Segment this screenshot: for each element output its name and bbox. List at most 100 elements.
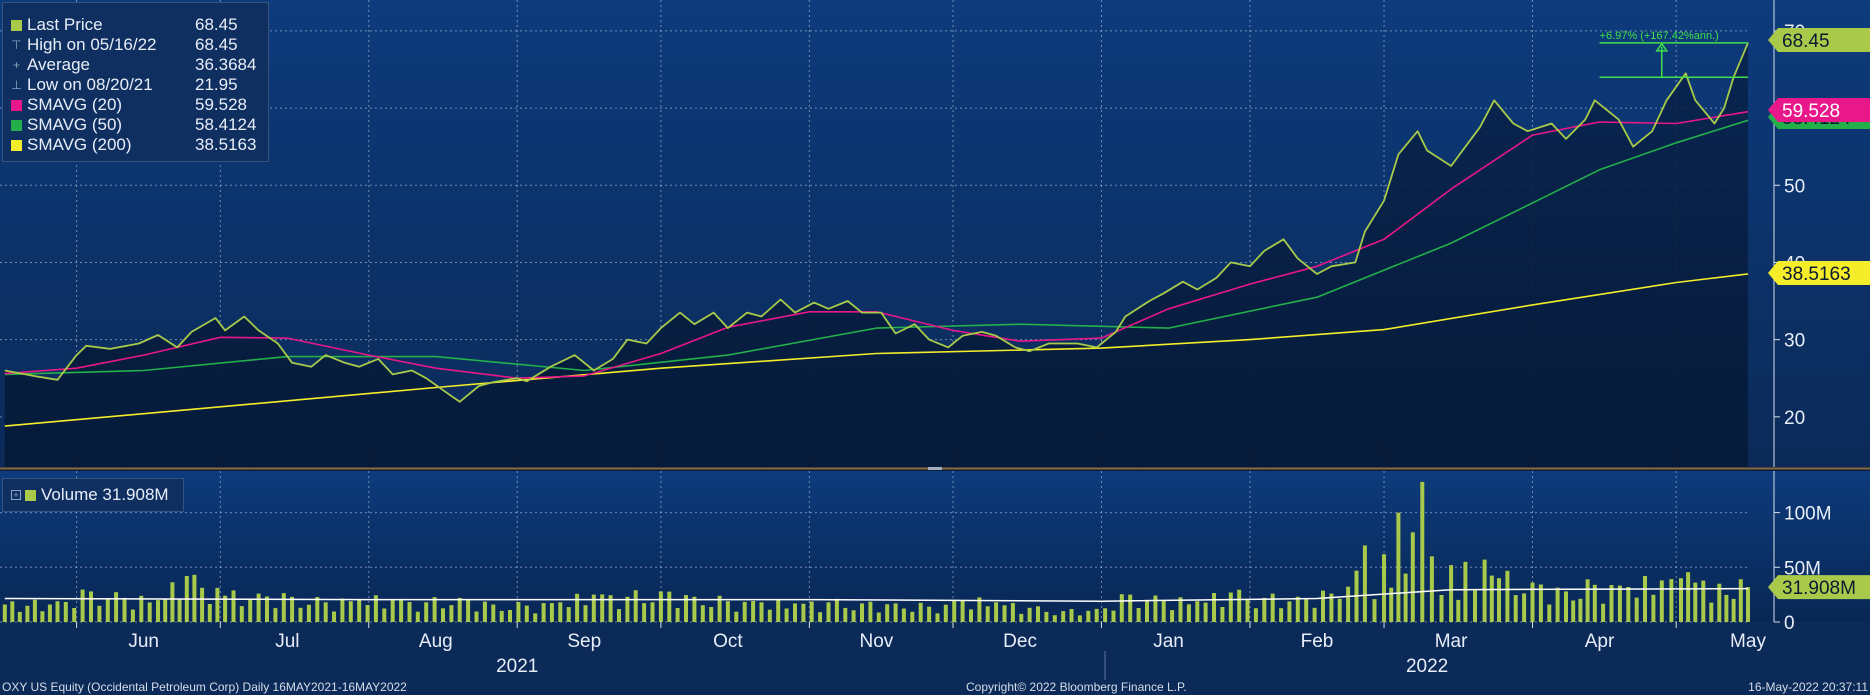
copyright-text: Copyright© 2022 Bloomberg Finance L.P.	[966, 680, 1187, 694]
volume-bar	[365, 605, 370, 622]
volume-bar	[239, 606, 244, 622]
annotation-label: +6.97% (+167.42%ann.)	[1600, 30, 1719, 42]
legend-item-last-price[interactable]: Last Price	[11, 15, 103, 35]
sma20-swatch	[11, 99, 22, 111]
volume-bar	[725, 601, 730, 622]
panel-divider-grip[interactable]	[928, 466, 942, 470]
volume-bar	[114, 592, 119, 622]
volume-bar	[834, 598, 839, 622]
volume-bar	[17, 611, 22, 622]
volume-bar	[348, 601, 353, 622]
volume-bar	[1279, 608, 1284, 622]
volume-bar	[273, 608, 278, 622]
volume-bar	[969, 609, 973, 622]
volume-bar	[415, 611, 420, 622]
volume-bar	[55, 601, 60, 622]
volume-bar	[256, 593, 261, 622]
volume-bar	[868, 601, 873, 622]
volume-bar	[1253, 608, 1258, 622]
volume-bar	[1312, 607, 1317, 622]
volume-bar	[1679, 578, 1683, 622]
volume-bar	[1601, 603, 1606, 622]
volume-swatch	[25, 489, 36, 501]
legend-label: SMAVG (200)	[27, 135, 132, 154]
volume-bar	[1473, 590, 1477, 622]
legend-item-low[interactable]: ⊥ Low on 08/20/21	[11, 75, 152, 95]
volume-bar	[1346, 586, 1351, 622]
volume-bar	[482, 601, 487, 622]
legend-item-average[interactable]: + Average	[11, 55, 90, 75]
volume-bar	[508, 610, 512, 622]
expand-icon[interactable]: +	[11, 490, 21, 500]
volume-bar	[742, 601, 747, 622]
volume-bar	[200, 587, 205, 622]
legend-item-volume[interactable]: + Volume 31.908M	[11, 485, 169, 505]
volume-bar	[1245, 598, 1250, 622]
volume-bar	[684, 595, 688, 622]
legend-item-sma200[interactable]: SMAVG (200)	[11, 135, 132, 155]
volume-bar	[1643, 576, 1647, 622]
x-year-label: 2022	[1406, 656, 1448, 677]
volume-bar	[1410, 532, 1415, 622]
volume-bar	[122, 597, 127, 622]
price-tick-label: 20	[1784, 408, 1805, 429]
sma50-line	[4, 119, 1749, 376]
volume-bar	[1538, 584, 1543, 622]
volume-bar	[170, 582, 175, 622]
volume-bar	[667, 591, 672, 622]
volume-tick-label: 50M	[1784, 558, 1821, 579]
volume-bar	[617, 609, 621, 622]
volume-bar	[265, 596, 269, 622]
volume-bar	[1463, 561, 1468, 622]
volume-bar	[1295, 596, 1300, 622]
volume-bar	[1170, 610, 1175, 622]
volume-bar	[1077, 615, 1082, 622]
volume-bar	[1746, 587, 1750, 622]
volume-bar	[130, 609, 135, 622]
volume-bar	[340, 598, 345, 622]
sma200-line	[4, 273, 1749, 427]
volume-bar	[851, 610, 856, 622]
x-month-label: Apr	[1585, 631, 1615, 652]
legend-item-high[interactable]: ⊤ High on 05/16/22	[11, 35, 156, 55]
volume-bar	[1203, 602, 1208, 622]
price-area-shape	[4, 42, 1748, 468]
legend-label: Average	[27, 55, 91, 74]
volume-bar	[139, 595, 144, 622]
volume-bar	[1382, 554, 1386, 622]
legend-item-sma50[interactable]: SMAVG (50)	[11, 115, 122, 135]
price-tick-label: 30	[1784, 331, 1805, 352]
volume-bar	[1564, 591, 1568, 622]
legend-label: SMAVG (50)	[27, 115, 123, 134]
volume-bar	[977, 597, 982, 622]
volume-bar	[1396, 512, 1401, 622]
volume-bar	[449, 605, 454, 622]
x-month-label: Jul	[275, 631, 299, 652]
volume-bar	[1145, 600, 1149, 622]
x-month-label: Jun	[128, 631, 159, 652]
legend-value: 36.3684	[195, 55, 257, 74]
volume-bar	[25, 605, 30, 622]
volume-bar	[306, 604, 311, 622]
volume-bar	[1044, 611, 1049, 622]
volume-bar	[1069, 609, 1074, 622]
legend-item-sma20[interactable]: SMAVG (20)	[11, 95, 122, 115]
volume-bar	[407, 602, 412, 622]
volume-bar	[1626, 587, 1631, 622]
x-month-label: Mar	[1435, 631, 1468, 652]
volume-bar	[72, 608, 77, 622]
volume-bar	[1429, 556, 1434, 622]
volume-bar	[524, 605, 529, 622]
volume-legend[interactable]: + Volume 31.908M	[2, 478, 184, 512]
volume-bar	[441, 608, 445, 622]
volume-bar	[1389, 587, 1394, 622]
volume-bar	[1128, 594, 1133, 622]
volume-bar	[1212, 593, 1216, 622]
volume-bar	[826, 602, 831, 622]
volume-bar	[1329, 593, 1334, 622]
volume-bar	[801, 603, 806, 622]
volume-tick-label: 0	[1784, 613, 1795, 634]
volume-bar	[675, 608, 680, 622]
